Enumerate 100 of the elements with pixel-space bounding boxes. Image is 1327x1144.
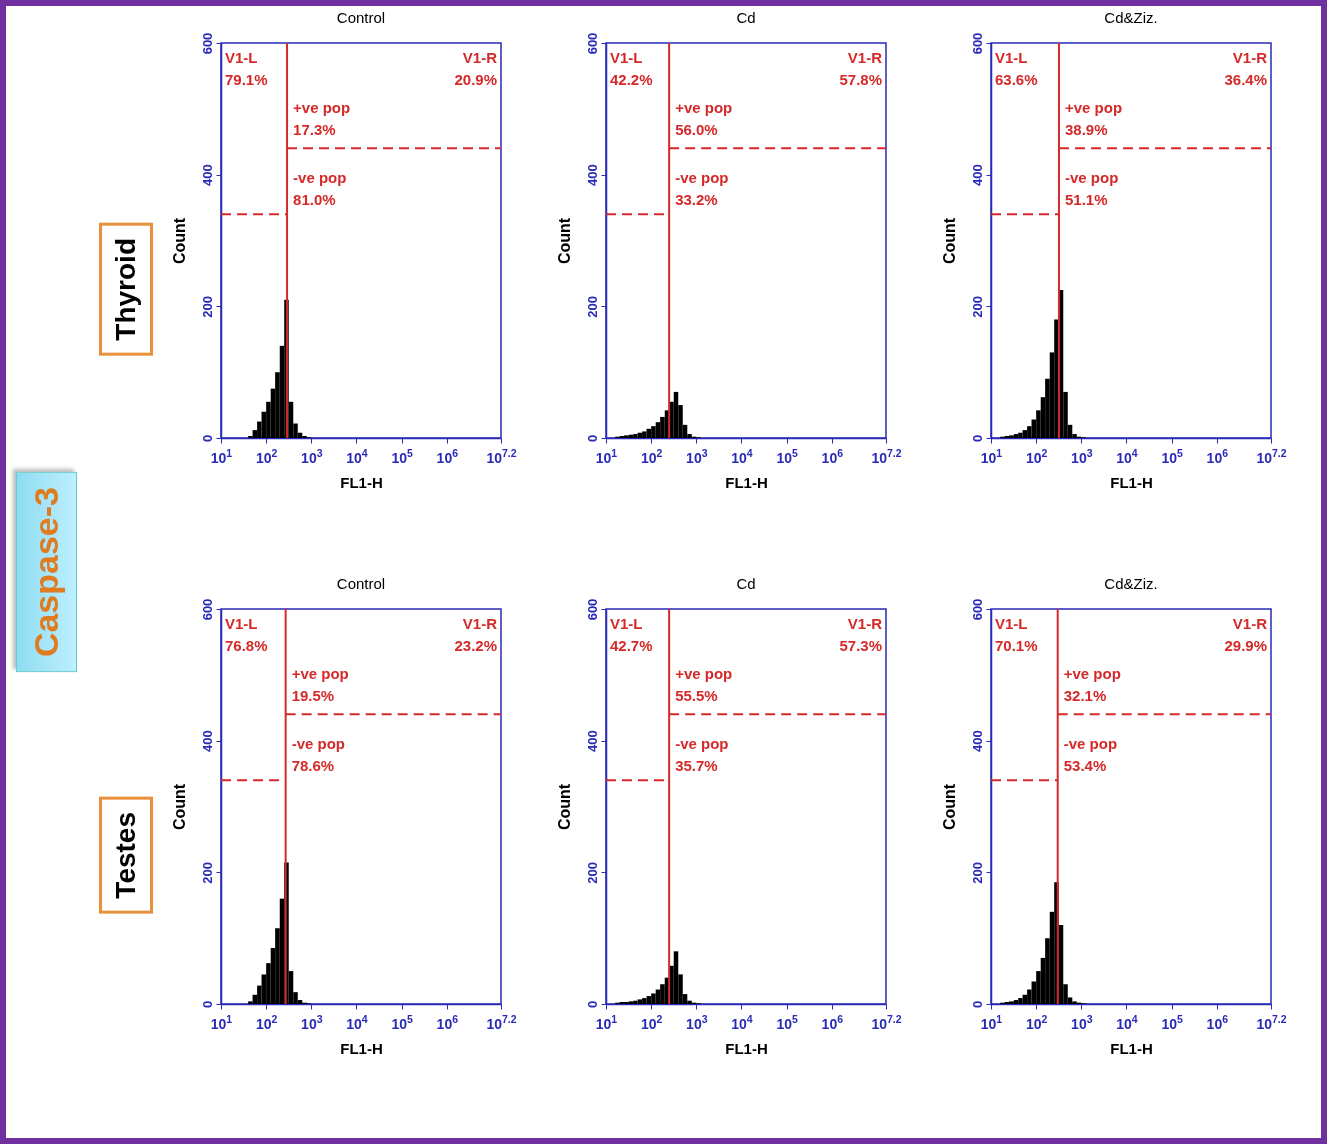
chart-title: Cd	[736, 575, 756, 593]
annotation: +ve pop 32.1%	[1063, 665, 1121, 704]
x-tick-label: 10$^{2}$	[1025, 1012, 1048, 1032]
chart-title: Cd&Ziz.	[1104, 575, 1158, 593]
x-tick-label: 10$^{5}$	[1161, 1012, 1184, 1032]
y-tick-label: 600	[199, 32, 215, 55]
annotation: V1-R 57.8%	[839, 49, 883, 88]
y-tick-label: 400	[199, 730, 215, 753]
y-tick-label: 0	[969, 1000, 985, 1009]
annotation: +ve pop 19.5%	[291, 665, 349, 704]
x-tick-label: 10$^{3}$	[686, 1012, 708, 1032]
y-tick-label: 600	[584, 32, 600, 55]
annotation: -ve pop 53.4%	[1063, 735, 1118, 774]
annotation: V1-L 42.7%	[610, 615, 653, 654]
x-tick-label: 10$^{1}$	[210, 446, 233, 466]
annotation: -ve pop 81.0%	[293, 169, 347, 208]
text: Caspase-3	[15, 471, 77, 673]
text: Testes	[99, 796, 153, 914]
x-axis-title: FL1-H	[725, 1039, 768, 1057]
x-tick-label: 10$^{2}$	[640, 1012, 663, 1032]
annotation: +ve pop 55.5%	[675, 665, 733, 704]
annotation: -ve pop 78.6%	[291, 735, 345, 774]
x-tick-label: 10$^{3}$	[1071, 1012, 1093, 1032]
y-tick-label: 600	[969, 32, 985, 55]
x-tick-label: 10$^{4}$	[346, 446, 368, 466]
y-tick-label: 0	[584, 434, 600, 443]
y-tick-label: 600	[199, 598, 215, 621]
x-tick-label: 10$^{5}$	[776, 446, 799, 466]
x-tick-label: 10$^{2}$	[1025, 446, 1048, 466]
y-tick-label: 200	[199, 295, 215, 318]
x-tick-label: 10$^{5}$	[391, 446, 414, 466]
y-tick-label: 400	[969, 730, 985, 753]
x-tick-label: 10$^{1}$	[595, 446, 618, 466]
annotation: -ve pop 33.2%	[675, 169, 729, 208]
x-tick-label: 10$^{2}$	[255, 446, 278, 466]
annotation: -ve pop 35.7%	[675, 735, 729, 774]
annotation: +ve pop 56.0%	[675, 99, 733, 138]
x-tick-label: 10$^{6}$	[821, 446, 844, 466]
x-axis-title: FL1-H	[1110, 473, 1153, 491]
annotation: -ve pop 51.1%	[1064, 169, 1119, 208]
y-tick-label: 0	[584, 1000, 600, 1009]
y-tick-label: 0	[199, 1000, 215, 1009]
x-axis-title: FL1-H	[340, 473, 383, 491]
annotation: V1-L 79.1%	[225, 49, 268, 88]
x-tick-label: 10$^{6}$	[436, 1012, 459, 1032]
y-tick-label: 0	[199, 434, 215, 443]
y-tick-label: 200	[584, 295, 600, 318]
x-tick-label: 10$^{5}$	[1161, 446, 1184, 466]
annotation: V1-R 57.3%	[839, 615, 883, 654]
x-tick-label: 10$^{7.2}$	[871, 1012, 902, 1032]
x-tick-label: 10$^{6}$	[1206, 1012, 1229, 1032]
y-tick-label: 600	[584, 598, 600, 621]
x-tick-label: 10$^{6}$	[436, 446, 459, 466]
x-axis-title: FL1-H	[1110, 1039, 1153, 1057]
x-tick-label: 10$^{5}$	[776, 1012, 799, 1032]
annotation: V1-L 63.6%	[995, 49, 1038, 88]
annotation: V1-R 20.9%	[454, 49, 498, 88]
x-tick-label: 10$^{2}$	[255, 1012, 278, 1032]
x-tick-label: 10$^{7.2}$	[1256, 1012, 1287, 1032]
chart-title: Cd&Ziz.	[1104, 9, 1158, 27]
x-tick-label: 10$^{7.2}$	[486, 446, 517, 466]
y-axis-title: Count	[170, 783, 188, 831]
y-tick-label: 600	[969, 598, 985, 621]
y-tick-label: 200	[969, 861, 985, 884]
y-tick-label: 200	[199, 861, 215, 884]
x-tick-label: 10$^{7.2}$	[871, 446, 902, 466]
y-axis-title: Count	[940, 217, 958, 265]
x-tick-label: 10$^{1}$	[980, 1012, 1003, 1032]
chart-title: Cd	[736, 9, 756, 27]
x-axis-title: FL1-H	[725, 473, 768, 491]
x-tick-label: 10$^{1}$	[980, 446, 1003, 466]
x-tick-label: 10$^{3}$	[686, 446, 708, 466]
y-axis-title: Count	[170, 217, 188, 265]
y-tick-label: 0	[969, 434, 985, 443]
x-tick-label: 10$^{2}$	[640, 446, 663, 466]
x-tick-label: 10$^{1}$	[595, 1012, 618, 1032]
y-tick-label: 400	[584, 730, 600, 753]
x-tick-label: 10$^{3}$	[301, 446, 323, 466]
x-tick-label: 10$^{4}$	[731, 446, 753, 466]
y-axis-title: Count	[555, 783, 573, 831]
annotation: V1-L 42.2%	[610, 49, 653, 88]
chart-title: Control	[336, 575, 386, 593]
x-tick-label: 10$^{7.2}$	[486, 1012, 517, 1032]
annotation: V1-L 76.8%	[225, 615, 268, 654]
text: Thyroid	[99, 222, 153, 356]
annotation: V1-L 70.1%	[995, 615, 1038, 654]
y-tick-label: 200	[969, 295, 985, 318]
y-axis-title: Count	[940, 783, 958, 831]
x-tick-label: 10$^{4}$	[1116, 1012, 1138, 1032]
y-tick-label: 400	[969, 164, 985, 187]
x-tick-label: 10$^{4}$	[731, 1012, 753, 1032]
x-tick-label: 10$^{5}$	[391, 1012, 414, 1032]
y-tick-label: 200	[584, 861, 600, 884]
y-axis-title: Count	[555, 217, 573, 265]
annotation: +ve pop 17.3%	[293, 99, 351, 138]
x-tick-label: 10$^{6}$	[821, 1012, 844, 1032]
x-tick-label: 10$^{4}$	[1116, 446, 1138, 466]
x-tick-label: 10$^{7.2}$	[1256, 446, 1287, 466]
x-axis-title: FL1-H	[340, 1039, 383, 1057]
chart-title: Control	[336, 9, 386, 27]
